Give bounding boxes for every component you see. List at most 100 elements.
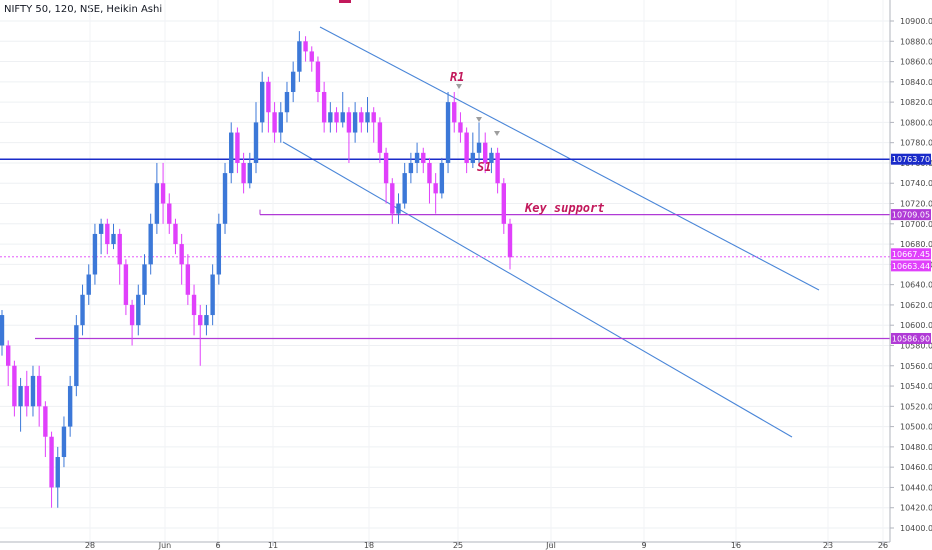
candle xyxy=(427,157,432,204)
price-level-tag[interactable]: 10709.05 xyxy=(891,209,931,221)
candle xyxy=(278,102,283,143)
candle xyxy=(365,97,370,133)
candle xyxy=(74,315,79,397)
candle-body xyxy=(272,112,277,133)
price-tag-label: 10663.44 xyxy=(892,262,930,271)
price-tag-label: 10763.70 xyxy=(892,155,930,164)
candle xyxy=(303,36,308,62)
candle-body xyxy=(266,81,271,113)
channel-lower-line xyxy=(282,141,793,438)
candle xyxy=(136,284,141,336)
y-tick-label: 10720.00 xyxy=(900,200,932,209)
candle xyxy=(185,254,191,305)
chart-annotation: S1 xyxy=(477,160,491,174)
price-tag-bg xyxy=(891,248,931,260)
price-level-tag[interactable]: 10586.90 xyxy=(891,332,931,344)
candle-body xyxy=(49,436,54,488)
x-tick-label: 11 xyxy=(268,541,278,550)
candle-body xyxy=(340,112,345,123)
candle-body xyxy=(216,223,222,275)
candle-body xyxy=(198,315,203,326)
candle-body xyxy=(390,183,395,214)
candle-body xyxy=(334,112,339,123)
candle xyxy=(154,162,160,234)
candle xyxy=(173,218,178,255)
price-tag-bg xyxy=(891,153,931,165)
candle xyxy=(501,178,507,234)
chart-title: NIFTY 50, 120, NSE, Heikin Ashi xyxy=(4,4,163,15)
x-tick-label: 26 xyxy=(878,541,888,550)
candle xyxy=(210,264,215,326)
y-tick-label: 10460.00 xyxy=(900,463,932,472)
candle xyxy=(86,264,91,305)
candle-body xyxy=(5,345,11,366)
x-tick-label: 9 xyxy=(641,541,646,550)
candle xyxy=(148,213,153,275)
x-tick-label: 6 xyxy=(215,541,220,550)
candle-body xyxy=(402,173,407,204)
candle xyxy=(61,416,67,468)
candle xyxy=(458,112,463,143)
candle-body xyxy=(117,233,122,265)
candle xyxy=(80,284,85,336)
candle-body xyxy=(229,132,234,174)
candle xyxy=(67,375,73,437)
candle-body xyxy=(452,102,457,123)
candle-body xyxy=(30,375,36,407)
candle-body xyxy=(259,81,265,123)
offscreen-annotation-mark xyxy=(339,0,351,3)
candle xyxy=(204,304,209,336)
candle-body xyxy=(154,183,160,224)
candle xyxy=(160,162,166,224)
candle xyxy=(5,340,11,387)
candle xyxy=(507,218,513,270)
candle xyxy=(142,254,147,305)
time-axis[interactable]: 28 Jun 6 11 18 25 Jul 9 16 23 26 xyxy=(0,541,890,550)
y-tick-label: 10520.00 xyxy=(900,402,932,411)
candle xyxy=(191,284,197,336)
candle-body xyxy=(179,244,184,265)
candle-body xyxy=(315,61,321,92)
price-tag-label: 10709.05 xyxy=(892,211,930,220)
candle-body xyxy=(86,274,91,295)
marker-triangle-icon xyxy=(494,131,500,136)
candle xyxy=(49,431,54,508)
y-tick-label: 10480.00 xyxy=(900,443,932,452)
candle-body xyxy=(377,122,383,153)
y-tick-label: 10700.00 xyxy=(900,220,932,229)
candle-body xyxy=(346,112,352,133)
y-tick-label: 10860.00 xyxy=(900,58,932,67)
candle xyxy=(452,91,457,133)
price-axis[interactable]: 10400.00 10420.00 10440.00 10460.00 10480.00… xyxy=(889,0,932,550)
candle-body xyxy=(483,142,488,163)
candle xyxy=(290,61,296,103)
candle xyxy=(408,152,414,184)
candle xyxy=(377,117,383,163)
candle xyxy=(266,76,271,133)
y-tick-label: 10900.00 xyxy=(900,17,932,26)
candle-body xyxy=(111,233,116,245)
candle-body xyxy=(142,264,147,295)
candle xyxy=(445,91,451,174)
candle xyxy=(222,162,228,234)
x-tick-label: 16 xyxy=(731,541,741,550)
price-level-tag[interactable]: 10663.44 xyxy=(891,260,931,272)
candle-body xyxy=(204,315,209,326)
candle xyxy=(111,223,116,250)
candle xyxy=(346,107,352,163)
candle xyxy=(476,122,482,163)
x-tick-label: 28 xyxy=(85,541,95,550)
candle-body xyxy=(501,183,507,224)
candle xyxy=(284,81,290,123)
candle-body xyxy=(396,203,401,214)
y-tick-label: 10620.00 xyxy=(900,301,932,310)
candle-body xyxy=(222,173,228,224)
candle-body xyxy=(241,162,246,184)
price-level-tag[interactable]: 10763.70 xyxy=(891,153,931,165)
candle-body xyxy=(24,386,29,407)
candle xyxy=(371,107,376,143)
candle xyxy=(117,228,122,285)
y-tick-label: 10740.00 xyxy=(900,179,932,188)
price-level-tag[interactable]: 10667.45 xyxy=(891,248,931,260)
